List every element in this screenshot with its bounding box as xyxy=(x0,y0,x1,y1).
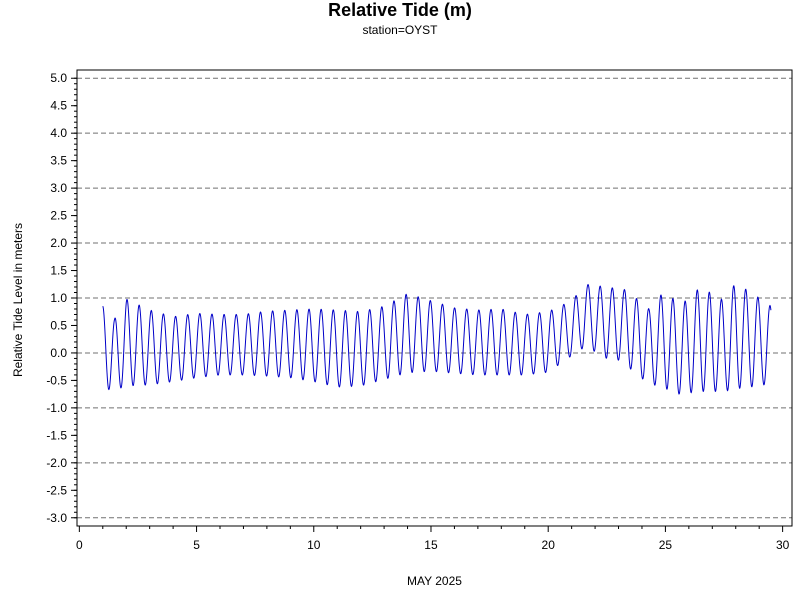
y-tick-label: -2.5 xyxy=(46,483,67,497)
plot-frame xyxy=(76,69,793,527)
x-tick-label: 10 xyxy=(307,538,321,552)
axis-ticks: -3.0 -2.5 -2.0 -1.5 -1.0 -0.5 0.0 0.5 1.0 1.5 2.0 2… xyxy=(46,71,789,552)
y-tick-label: 3.5 xyxy=(50,154,67,168)
y-tick-label: 4.0 xyxy=(50,126,67,140)
x-tick-label: 15 xyxy=(424,538,438,552)
x-tick-label: 5 xyxy=(193,538,200,552)
y-axis-label: Relative Tide Level in meters xyxy=(11,223,25,377)
y-tick-label: 3.0 xyxy=(50,181,67,195)
x-tick-label: 0 xyxy=(76,538,83,552)
grid-lines xyxy=(77,77,792,519)
x-tick-label: 20 xyxy=(542,538,556,552)
y-tick-label: -3.0 xyxy=(46,511,67,525)
y-tick-label: 4.5 xyxy=(50,99,67,113)
y-tick-label: 1.5 xyxy=(50,264,67,278)
series-layer xyxy=(102,283,772,395)
x-tick-label: 30 xyxy=(776,538,790,552)
x-tick-label: 25 xyxy=(659,538,673,552)
chart-title: Relative Tide (m) xyxy=(328,0,472,20)
chart-subtitle: station=OYST xyxy=(362,23,438,37)
y-tick-label: 1.0 xyxy=(50,291,67,305)
y-tick-label: -2.0 xyxy=(46,456,67,470)
y-tick-label: -0.5 xyxy=(46,373,67,387)
y-tick-label: -1.0 xyxy=(46,401,67,415)
y-tick-label: -1.5 xyxy=(46,428,67,442)
y-tick-label: 0.5 xyxy=(50,318,67,332)
y-tick-label: 5.0 xyxy=(50,71,67,85)
y-tick-label: 2.5 xyxy=(50,209,67,223)
y-tick-label: 0.0 xyxy=(50,346,67,360)
x-axis-label: MAY 2025 xyxy=(407,574,462,588)
tide-series-line xyxy=(102,283,772,395)
y-tick-label: 2.0 xyxy=(50,236,67,250)
